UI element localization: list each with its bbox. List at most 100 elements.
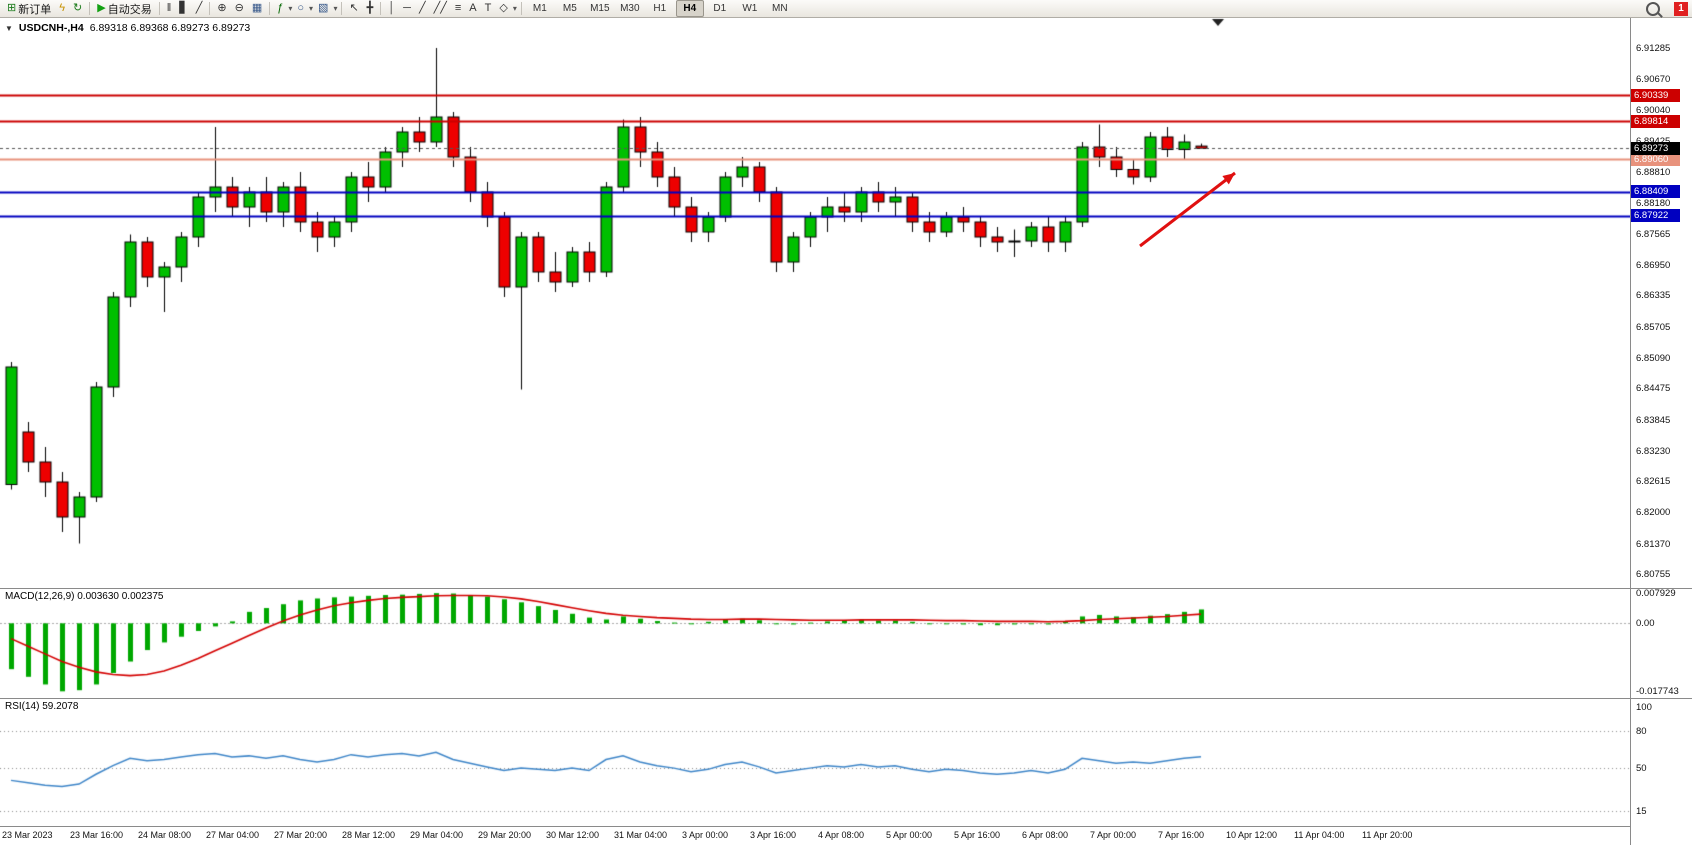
vertical-line-button[interactable]: │ (384, 0, 399, 18)
price-tick: 6.89425 (1636, 136, 1670, 147)
cursor-icon: ↖ (349, 2, 359, 14)
timeframe-m5[interactable]: M5 (562, 3, 577, 14)
refresh-icon: ↻ (73, 2, 83, 14)
timeframe-h1[interactable]: H1 (653, 3, 667, 14)
time-label: 11 Apr 04:00 (1294, 830, 1345, 840)
trend-arrow-object[interactable] (0, 18, 1630, 588)
support-line-2-tag[interactable]: 6.87922 (1631, 209, 1680, 223)
search-icon[interactable] (1646, 1, 1660, 16)
play-icon: ▶ (97, 2, 106, 14)
new-order-button[interactable]: ⊞ 新订单 (3, 0, 55, 18)
text-button[interactable]: A (465, 0, 480, 18)
zoom-in-icon: ⊕ (217, 2, 227, 14)
fibonacci-icon: ≡ (454, 2, 462, 14)
refresh-button[interactable]: ↻ (69, 0, 86, 18)
indicators-button[interactable]: ƒ (273, 0, 287, 18)
crosshair-icon: ╋ (366, 2, 374, 14)
timeframe-w1[interactable]: W1 (742, 3, 758, 14)
time-label: 23 Mar 2023 (2, 830, 53, 840)
arrow-head-icon (1222, 173, 1235, 185)
macd-panel: MACD(12,26,9) 0.003630 0.002375 (0, 588, 1630, 698)
channel-button[interactable]: ╱╱ (430, 0, 451, 18)
indicators-dropdown[interactable]: ▾ (288, 4, 293, 13)
new-order-button-label: 新订单 (18, 3, 52, 16)
templates-button[interactable]: ▧ (314, 0, 332, 18)
price-tick: 6.80755 (1636, 569, 1671, 581)
toolbar-separator (158, 2, 160, 15)
fibonacci-button[interactable]: ≡ (451, 0, 465, 18)
price-tick: 6.90040 (1636, 105, 1671, 116)
chart-area: ▼ USDCNH-,H4 6.89318 6.89368 6.89273 6.8… (0, 18, 1692, 845)
notification-badge[interactable]: 1 (1674, 1, 1688, 16)
lightning-icon: ϟ (59, 2, 66, 14)
macd-axis-label: -0.017743 (1636, 686, 1679, 698)
shapes-dropdown[interactable]: ▾ (512, 4, 517, 13)
price-tick: 6.82615 (1636, 476, 1671, 488)
timeframe-h4[interactable]: H4 (675, 0, 704, 17)
periods-dropdown[interactable]: ▾ (309, 4, 314, 13)
rsi-axis-label: 50 (1636, 763, 1647, 775)
zoom-out-button[interactable]: ⊖ (231, 0, 248, 18)
price-tick: 6.83845 (1636, 414, 1671, 426)
rsi-label: RSI(14) 59.2078 (5, 701, 79, 712)
time-axis[interactable]: 23 Mar 2023 23 Mar 16:00 24 Mar 08:00 27 Ma… (0, 826, 1630, 845)
toolbar-separator (269, 2, 271, 15)
one-click-trading-arrow[interactable]: ▼ (5, 24, 13, 33)
price-tick: 6.83230 (1636, 445, 1671, 457)
price-tick: 6.85705 (1636, 321, 1671, 333)
panel-separator[interactable] (0, 698, 1692, 699)
timeframe-d1[interactable]: D1 (713, 3, 727, 14)
chart-bars-button[interactable]: ‖ (163, 0, 176, 18)
trendline-button[interactable]: ╱ (415, 0, 430, 18)
support-line-1-tag[interactable]: 6.88409 (1631, 185, 1680, 199)
salmon-line-tag[interactable]: 6.89060 (1631, 152, 1680, 166)
line-chart-icon: ╱ (195, 2, 203, 14)
label-button[interactable]: T (481, 0, 496, 18)
time-label: 10 Apr 12:00 (1226, 830, 1278, 840)
cursor-button[interactable]: ↖ (345, 0, 362, 18)
templates-dropdown[interactable]: ▾ (333, 4, 338, 13)
metaeditor-button[interactable]: ϟ (55, 0, 69, 18)
time-label: 5 Apr 16:00 (954, 830, 1001, 840)
ohlc-label: 6.89318 6.89368 6.89273 6.89273 (89, 22, 251, 34)
macd-label: MACD(12,26,9) 0.003630 0.002375 (5, 591, 164, 602)
rsi-canvas[interactable] (0, 698, 1630, 826)
time-label: 29 Mar 04:00 (410, 830, 464, 840)
text-icon: A (469, 2, 477, 14)
panel-separator[interactable] (0, 588, 1692, 589)
resistance-line-1-tag[interactable]: 6.90339 (1631, 88, 1680, 102)
toolbar-separator (209, 2, 211, 15)
chart-line-button[interactable]: ╱ (192, 0, 207, 18)
indicators-icon: ƒ (277, 2, 284, 14)
price-tick: 6.84475 (1636, 383, 1671, 395)
price-tick: 6.87565 (1636, 228, 1671, 240)
tile-windows-icon: ▦ (251, 2, 263, 14)
price-tick: 6.82000 (1636, 507, 1671, 518)
shapes-button[interactable]: ◇ (495, 0, 511, 18)
arrow-line[interactable] (1139, 171, 1236, 248)
chart-candles-button[interactable]: ▋ (175, 0, 191, 18)
clock-icon: ○ (297, 2, 305, 14)
tile-windows-button[interactable]: ▦ (248, 0, 266, 18)
candlestick-canvas[interactable] (0, 18, 1630, 588)
time-label: 5 Apr 00:00 (886, 830, 933, 840)
horizontal-line-button[interactable]: ─ (399, 0, 415, 18)
timeframe-m1[interactable]: M1 (532, 3, 547, 14)
zoom-in-button[interactable]: ⊕ (213, 0, 230, 18)
trendline-icon: ╱ (418, 2, 426, 14)
timeframe-mn[interactable]: MN (772, 3, 788, 14)
time-label: 6 Apr 08:00 (1022, 830, 1069, 840)
time-label: 24 Mar 08:00 (138, 830, 192, 840)
macd-canvas[interactable] (0, 588, 1630, 698)
periods-button[interactable]: ○ (293, 0, 308, 18)
crosshair-button[interactable]: ╋ (363, 0, 378, 18)
toolbar: ⊞ 新订单 ϟ ↻ ▶ 自动交易 ‖ ▋ ╱ ⊕ ⊖ ▦ ƒ ▾ ○ ▾ ▧ ▾ ↖ ╋ │ ─ ╱ ╱╱ ≡ A T ◇ ▾ M1 M5 M… (0, 0, 1692, 18)
autotrading-button[interactable]: ▶ 自动交易 (93, 0, 155, 18)
chart-title: ▼ USDCNH-,H4 6.89318 6.89368 6.89273 6.8… (5, 22, 250, 34)
candlestick-icon: ▋ (179, 2, 188, 14)
resistance-line-2-tag[interactable]: 6.89814 (1631, 114, 1680, 128)
timeframe-m15[interactable]: M15 (590, 3, 610, 14)
timeframe-m30[interactable]: M30 (620, 3, 640, 14)
price-axis[interactable]: 6.91285 6.90670 6.90040 6.89425 6.88810 6.881… (1630, 18, 1692, 845)
